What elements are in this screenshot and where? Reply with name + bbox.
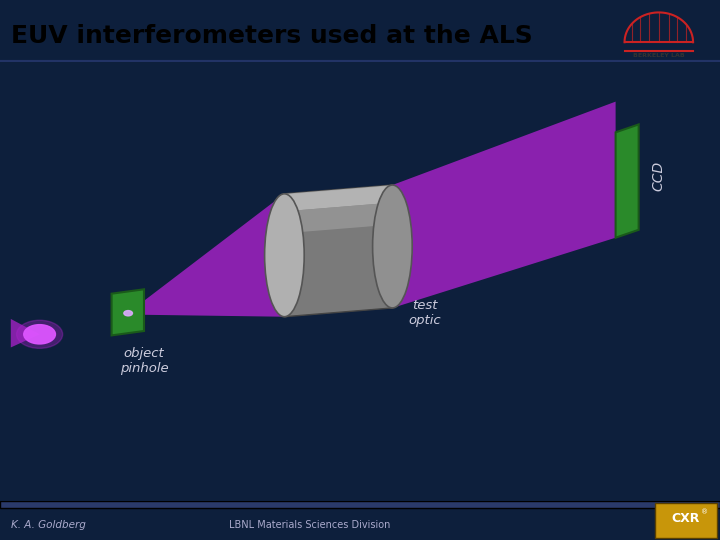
- Text: K. A. Goldberg: K. A. Goldberg: [11, 520, 86, 530]
- Text: CCD: CCD: [652, 161, 666, 191]
- Polygon shape: [284, 202, 392, 233]
- Text: ®: ®: [701, 509, 708, 515]
- Text: object
pinhole: object pinhole: [120, 347, 168, 375]
- Circle shape: [17, 320, 63, 348]
- Text: LBNL Materials Sciences Division: LBNL Materials Sciences Division: [229, 520, 390, 530]
- FancyBboxPatch shape: [655, 503, 716, 538]
- Polygon shape: [392, 102, 616, 308]
- Circle shape: [24, 325, 55, 344]
- Ellipse shape: [372, 185, 412, 308]
- Text: test
optic: test optic: [408, 299, 441, 327]
- Polygon shape: [284, 185, 392, 211]
- Polygon shape: [11, 319, 40, 347]
- Text: CXR: CXR: [672, 512, 700, 525]
- Text: EUV interferometers used at the ALS: EUV interferometers used at the ALS: [11, 24, 533, 48]
- Text: BERKELEY LAB: BERKELEY LAB: [633, 53, 685, 58]
- Polygon shape: [112, 289, 144, 335]
- FancyBboxPatch shape: [0, 501, 720, 508]
- Polygon shape: [284, 185, 392, 317]
- Polygon shape: [126, 194, 284, 317]
- Polygon shape: [616, 124, 639, 238]
- Ellipse shape: [264, 194, 304, 317]
- Circle shape: [124, 310, 132, 316]
